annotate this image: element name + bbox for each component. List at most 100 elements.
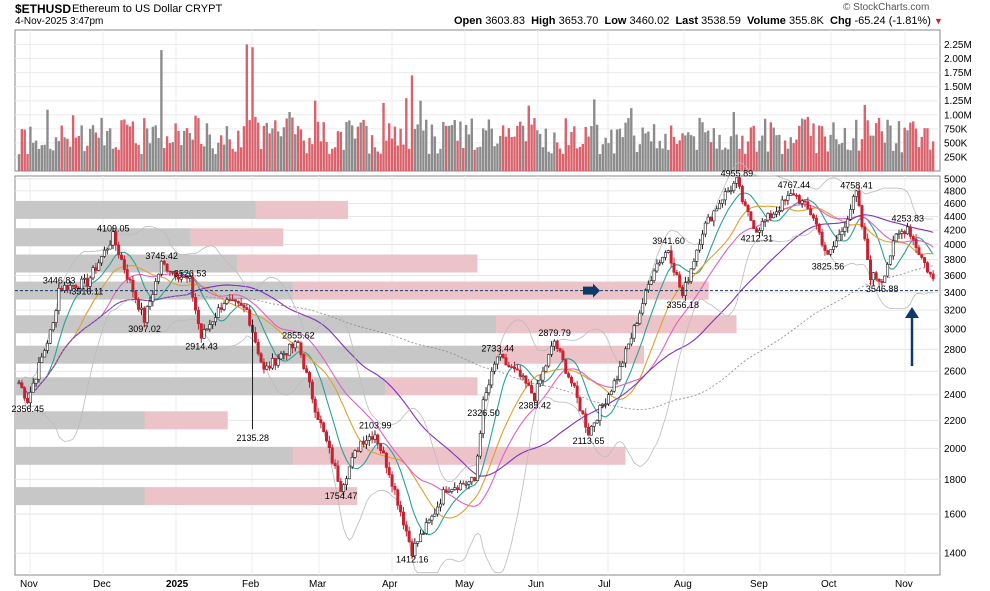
volume-bar xyxy=(741,135,744,171)
candle-body xyxy=(604,403,608,406)
volume-bar xyxy=(886,119,889,171)
volume-bar xyxy=(781,154,784,171)
candle-body xyxy=(447,491,451,493)
price-tick-label: 3600 xyxy=(944,271,967,282)
volume-bar xyxy=(823,136,827,171)
price-annotation: 1754.47 xyxy=(325,491,358,501)
price-tick-label: 4200 xyxy=(944,226,967,237)
candle-body xyxy=(854,190,858,197)
candle-body xyxy=(530,385,534,394)
volume-bar xyxy=(917,147,921,171)
candle-body xyxy=(54,310,58,323)
candle-body xyxy=(219,307,223,310)
price-tick-label: 4800 xyxy=(944,186,967,197)
price-tick-label: 1800 xyxy=(944,475,967,486)
volume-bar xyxy=(77,135,81,171)
candle-body xyxy=(737,177,741,187)
candle-body xyxy=(897,233,901,235)
candle-body xyxy=(584,413,588,428)
candle-body xyxy=(179,276,183,280)
volume-bar xyxy=(812,123,815,171)
volume-bar xyxy=(197,118,200,171)
candle-body xyxy=(171,271,175,273)
candle-body xyxy=(518,369,522,377)
volume-bar xyxy=(567,145,570,171)
candle-body xyxy=(71,285,75,287)
volume-bar xyxy=(336,131,340,171)
volume-bar xyxy=(849,150,852,171)
volume-bar xyxy=(447,125,451,171)
candle-body xyxy=(906,226,910,235)
date-tick-label: Nov xyxy=(20,579,38,590)
volume-bar xyxy=(97,137,100,171)
volume-bar xyxy=(111,148,115,171)
volume-bar xyxy=(504,136,508,171)
volume-by-price-bars xyxy=(15,200,737,506)
volume-bar xyxy=(860,139,864,171)
volume-bar xyxy=(442,121,445,171)
volume-bar xyxy=(131,121,135,171)
volume-bar xyxy=(857,150,861,171)
candle-body xyxy=(544,365,548,372)
candle-body xyxy=(333,462,337,467)
vbp-up-bar xyxy=(15,315,496,334)
candle-body xyxy=(487,384,491,394)
candle-body xyxy=(151,294,155,302)
volume-bar xyxy=(319,141,323,171)
volume-bar xyxy=(837,144,841,171)
candle-body xyxy=(396,489,400,506)
date-tick-label: May xyxy=(455,579,474,590)
volume-bar xyxy=(914,128,918,171)
candle-body xyxy=(467,481,471,485)
stockcharts-logo[interactable]: © StockCharts.com xyxy=(843,2,930,13)
candle-body xyxy=(681,286,685,296)
candle-body xyxy=(142,307,146,323)
volume-bar xyxy=(926,128,929,171)
price-annotation: 4955.89 xyxy=(721,169,754,179)
candle-body xyxy=(595,420,599,424)
candle-body xyxy=(262,361,266,370)
volume-bar xyxy=(484,130,488,171)
up-arrow-icon xyxy=(905,307,919,318)
volume-bar xyxy=(538,133,542,171)
candle-body xyxy=(888,255,892,265)
candle-body xyxy=(288,343,292,356)
volume-bar xyxy=(647,131,650,171)
volume-bar xyxy=(872,135,875,171)
volume-bar xyxy=(826,151,829,171)
volume-bar xyxy=(684,135,687,171)
candle-body xyxy=(891,240,895,257)
candle-body xyxy=(527,383,531,386)
volume-bar xyxy=(342,149,345,171)
volume-bar xyxy=(108,128,112,171)
candle-body xyxy=(327,440,331,448)
price-annotation: 2733.44 xyxy=(481,343,514,353)
volume-bar xyxy=(94,132,98,171)
date-axis: Nov Dec 2025 Feb Mar Apr May Jun Jul Aug Sep Oct Nov xyxy=(20,579,913,590)
volume-bar xyxy=(450,125,454,171)
candle-body xyxy=(430,515,434,521)
volume-bar xyxy=(593,99,596,171)
candle-body xyxy=(641,303,645,314)
candle-body xyxy=(777,210,781,213)
candle-body xyxy=(498,353,502,358)
candle-body xyxy=(100,256,104,264)
candle-body xyxy=(840,231,844,235)
volume-bar xyxy=(894,143,898,171)
candle-body xyxy=(569,376,573,384)
candle-body xyxy=(214,317,218,323)
volume-bar xyxy=(180,145,183,171)
candle-body xyxy=(772,213,776,219)
volume-bar xyxy=(667,149,670,171)
volume-bar xyxy=(413,129,417,171)
candle-body xyxy=(379,443,383,451)
volume-bar xyxy=(536,130,539,171)
candle-body xyxy=(185,275,189,279)
candle-body xyxy=(139,307,143,310)
candle-body xyxy=(609,390,613,395)
candle-body xyxy=(23,387,27,399)
volume-bar xyxy=(234,151,237,171)
ticker-symbol: $ETHUSD xyxy=(15,2,72,16)
